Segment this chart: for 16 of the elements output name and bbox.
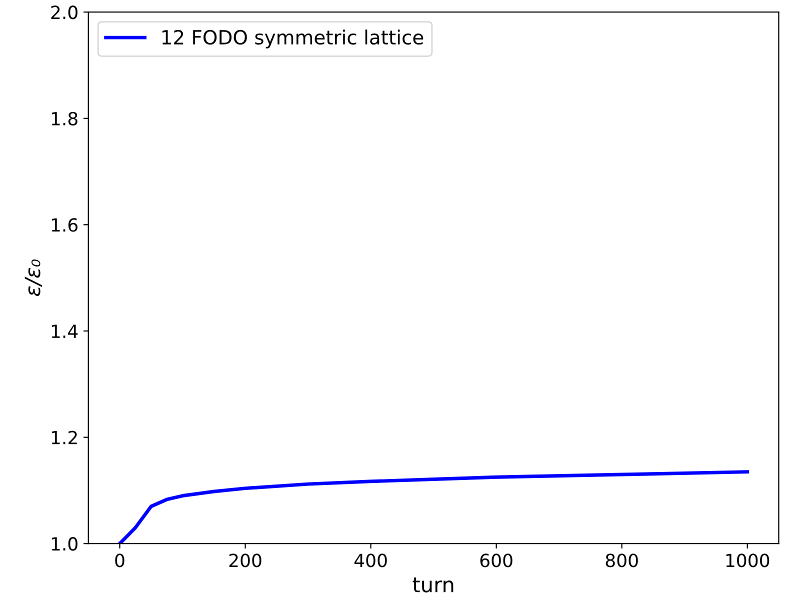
y-tick-label: 1.6 <box>52 218 78 232</box>
x-tick-label: 0 <box>115 554 124 568</box>
y-axis-title: ε/ε₀ <box>24 259 42 296</box>
x-tick-label: 400 <box>354 554 387 568</box>
y-tick-label: 1.0 <box>52 537 78 551</box>
x-tick-label: 200 <box>229 554 262 568</box>
legend-label: 12 FODO symmetric lattice <box>162 30 424 48</box>
x-tick-label: 1000 <box>726 554 770 568</box>
y-tick-label: 1.4 <box>52 324 78 338</box>
y-tick-label: 1.2 <box>52 430 77 444</box>
x-axis-title: turn <box>412 578 454 592</box>
x-tick-label: 800 <box>606 554 638 568</box>
y-tick-label: 2.0 <box>51 6 78 20</box>
line-series <box>118 470 750 544</box>
x-tick-label: 600 <box>480 554 512 568</box>
y-tick-label: 1.8 <box>52 112 78 126</box>
